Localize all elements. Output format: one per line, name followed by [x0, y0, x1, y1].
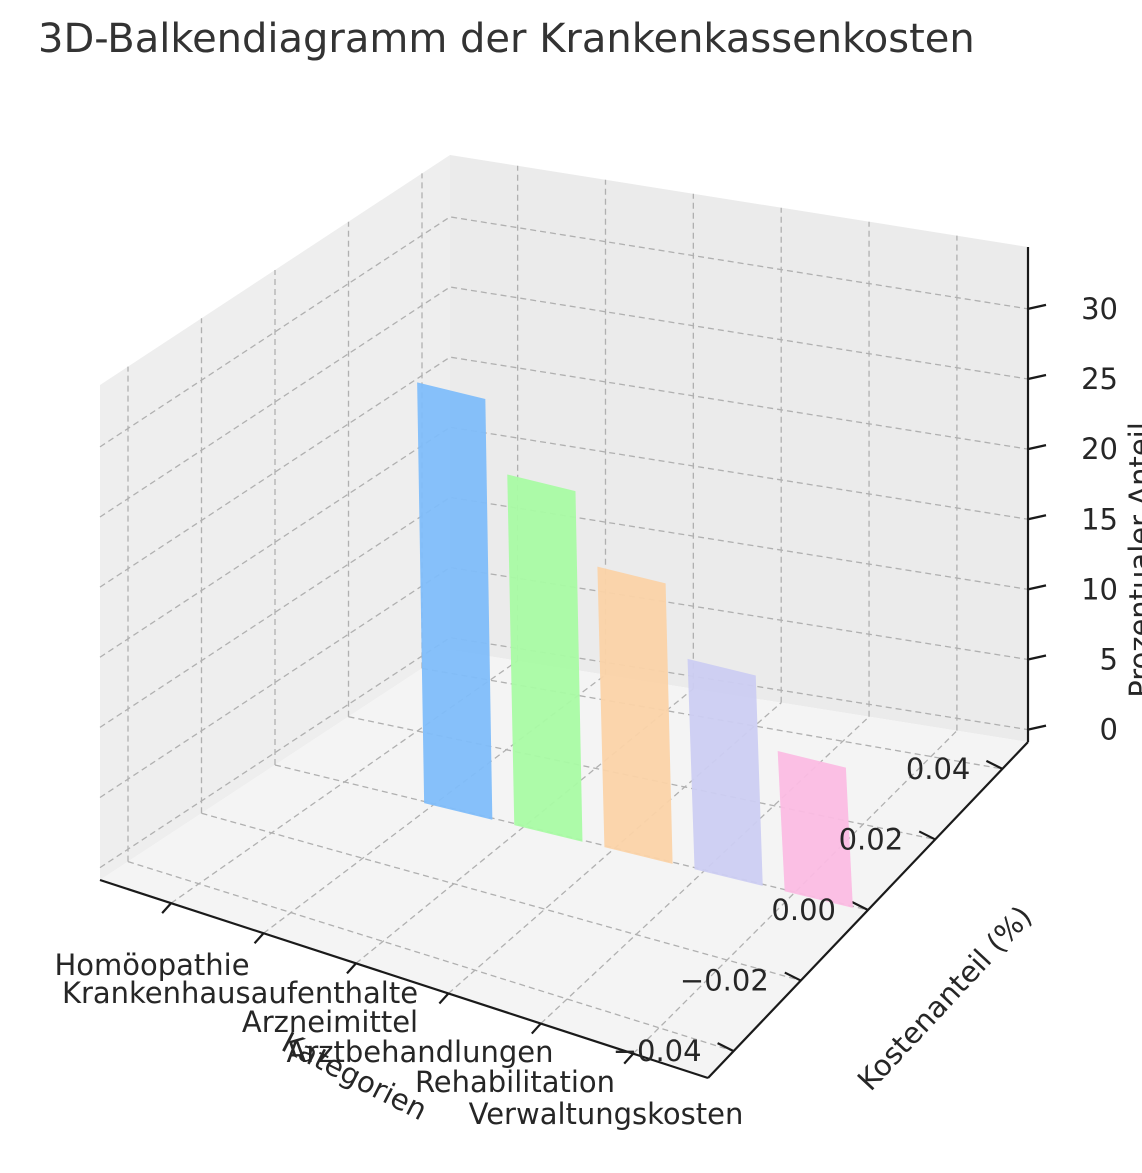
- z-tick-label: 25: [1081, 362, 1118, 396]
- z-tick: [1027, 584, 1047, 591]
- z-tick-label: 15: [1081, 502, 1118, 536]
- x-tick: [253, 932, 265, 944]
- y-tick: [784, 971, 802, 982]
- y-tick: [985, 759, 1003, 770]
- z-axis-label: Prozentualer Anteil: [1123, 422, 1142, 698]
- y-tick-label: −0.04: [613, 1034, 702, 1068]
- z-tick-label: 30: [1081, 292, 1118, 326]
- z-tick-label: 20: [1081, 432, 1118, 466]
- x-axis-line: [99, 878, 709, 1080]
- chart-title: 3D-Balkendiagramm der Krankenkassenkoste…: [38, 16, 975, 62]
- x-tick-label: Arzneimittel: [242, 1005, 418, 1039]
- x-tick: [161, 902, 172, 914]
- y-tick: [851, 901, 869, 911]
- x-tick-label: Arztbehandlungen: [287, 1035, 554, 1069]
- x-tick-label: Rehabilitation: [415, 1065, 615, 1099]
- y-tick-label: 0.02: [839, 822, 904, 856]
- bar: [597, 566, 673, 864]
- y-tick-label: −0.02: [680, 964, 769, 998]
- chart-bars: [417, 382, 853, 908]
- back-pane: [450, 155, 1028, 742]
- x-tick-label: Verwaltungskosten: [469, 1097, 744, 1131]
- y-tick-label: 0.04: [906, 752, 971, 786]
- z-tick: [1027, 514, 1047, 521]
- z-tick-label: 5: [1100, 643, 1118, 677]
- bar: [417, 382, 493, 820]
- x-tick: [346, 962, 357, 975]
- bar: [777, 751, 853, 908]
- y-axis-label: Kostenanteil (%): [851, 899, 1039, 1097]
- x-tick: [530, 1022, 542, 1035]
- bar: [687, 658, 763, 886]
- z-tick: [1027, 373, 1047, 381]
- x-tick-label: Krankenhausaufenthalte: [62, 976, 418, 1010]
- z-tick: [1027, 444, 1047, 451]
- y-tick: [717, 1042, 735, 1053]
- x-tick: [438, 992, 450, 1005]
- chart-axes: [99, 247, 1047, 1080]
- left-pane: [100, 155, 450, 880]
- z-tick-label: 0: [1100, 713, 1118, 747]
- y-tick-label: 0.00: [771, 893, 836, 927]
- z-tick: [1027, 303, 1047, 310]
- z-tick: [1027, 724, 1047, 731]
- bar: [507, 474, 583, 842]
- z-tick-label: 10: [1081, 572, 1118, 606]
- y-gridline: [127, 860, 734, 1052]
- x-gridline: [632, 730, 958, 1055]
- z-tick: [1027, 654, 1047, 661]
- x-tick: [623, 1052, 635, 1065]
- y-gridline: [201, 812, 801, 982]
- x-tick-label: Homöopathie: [54, 948, 249, 982]
- y-tick: [918, 830, 936, 841]
